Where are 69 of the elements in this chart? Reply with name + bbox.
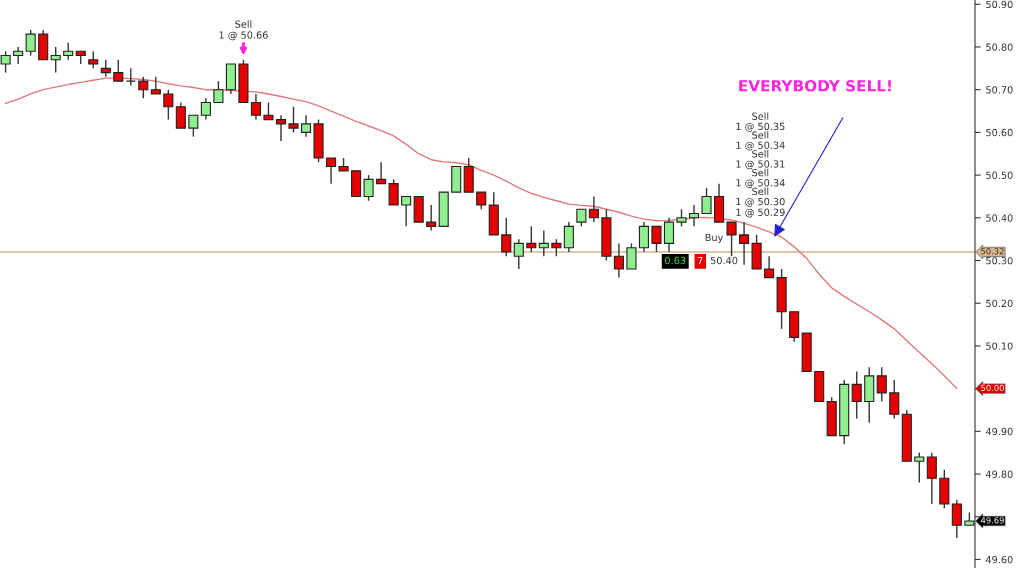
candlestick <box>275 114 287 142</box>
y-tick-label: 50.20 <box>986 299 1013 308</box>
candlestick <box>526 225 537 253</box>
candlestick <box>688 204 700 228</box>
text: 49.69 <box>980 517 1004 524</box>
y-tick-label: 50.70 <box>986 86 1013 94</box>
candlestick <box>538 229 549 257</box>
annotation: 1 @ 50.29 <box>736 208 785 218</box>
y-tick-label: 49.60 <box>985 555 1013 564</box>
candlestick <box>663 217 675 253</box>
ref-line-label: 50.32 <box>981 248 1004 255</box>
candlestick <box>626 242 637 270</box>
candlestick <box>388 178 399 206</box>
y-tick-label: 50.10 <box>986 342 1013 350</box>
candlestick <box>926 451 937 505</box>
y-tick-label: 50.50 <box>986 171 1013 179</box>
candlestick <box>288 106 299 134</box>
candlestick <box>889 379 900 420</box>
candlestick <box>638 221 650 253</box>
candlestick <box>138 76 149 99</box>
candlestick <box>701 187 712 215</box>
candlestick <box>613 242 624 279</box>
annotation: EVERYBODY SELL! <box>739 80 891 92</box>
candlestick <box>50 46 61 74</box>
candlestick <box>563 221 574 253</box>
y-tick-label: 50.30 <box>986 256 1013 265</box>
candlestick <box>13 46 24 65</box>
annotation: 0.63 <box>665 256 686 265</box>
candlestick <box>739 221 750 266</box>
annotation: Sell 1 @ 50.35 <box>736 112 785 132</box>
candlestick <box>325 157 337 185</box>
y-tick-label: 50.40 <box>986 214 1013 222</box>
y-tick-label: 50.60 <box>986 128 1013 137</box>
candlestick <box>175 101 186 129</box>
candlestick <box>426 204 437 232</box>
candlestick <box>188 114 199 138</box>
annotation: Buy <box>705 233 724 244</box>
annotation: 50.40 <box>710 256 738 265</box>
annotation: Sell 1 @ 50.34 <box>736 131 785 151</box>
candlestick <box>501 217 512 257</box>
annotation: 7 <box>697 256 703 265</box>
y-tick-label: 49.90 <box>985 427 1013 436</box>
annotation: Sell 1 @ 50.30 <box>736 187 785 207</box>
candlestick <box>651 225 662 253</box>
candlestick <box>764 255 775 279</box>
candlestick <box>876 366 887 403</box>
candlestick <box>150 76 161 95</box>
candlestick <box>851 370 862 420</box>
candlestick <box>588 195 599 223</box>
candlestick <box>726 221 737 257</box>
candlestick <box>0 50 11 74</box>
candlestick <box>951 498 962 539</box>
annotation: Sell 1 @ 50.66 <box>219 20 268 41</box>
candlestick <box>213 80 224 104</box>
y-tick-label: 49.80 <box>985 470 1013 478</box>
text: 50.00 <box>981 384 1004 392</box>
y-tick-label: 50.80 <box>986 43 1013 51</box>
candlestick <box>25 29 36 57</box>
candlestick <box>513 238 524 270</box>
candlestick <box>376 161 387 185</box>
candlestick <box>914 451 925 484</box>
candlestick <box>300 114 312 138</box>
candlestick <box>163 88 174 121</box>
candlestick <box>363 174 374 202</box>
candlestick <box>401 195 412 228</box>
y-tick-label: 50.90 <box>986 0 1013 9</box>
candlestick <box>250 93 262 121</box>
candlestick <box>200 97 211 121</box>
candlestick <box>113 59 124 82</box>
